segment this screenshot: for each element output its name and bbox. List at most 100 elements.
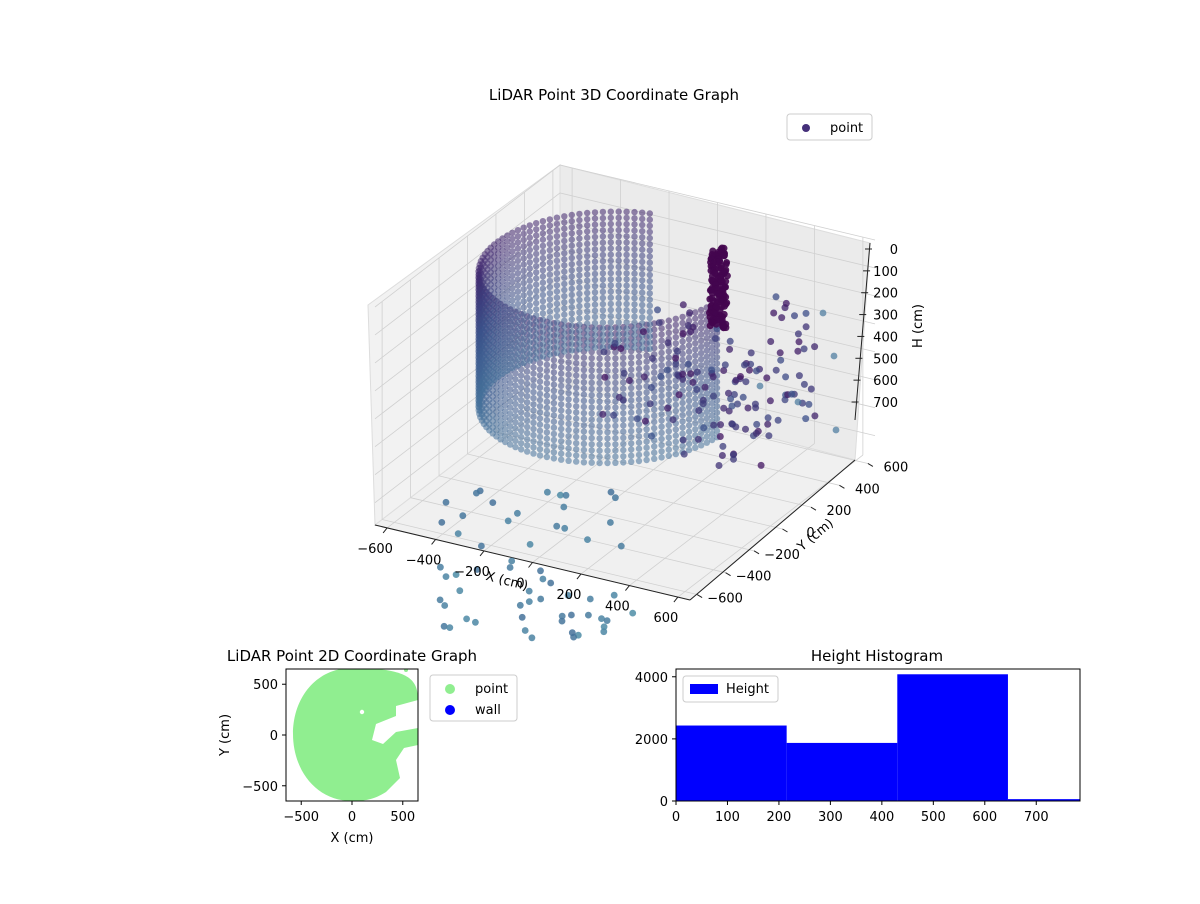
- point-3d: [685, 416, 693, 423]
- point-3d: [561, 250, 568, 257]
- point-3d: [564, 592, 572, 599]
- point-3d: [607, 325, 614, 332]
- point-3d: [631, 264, 638, 271]
- point-3d: [543, 423, 551, 430]
- point-3d: [591, 307, 599, 314]
- point-3d: [507, 441, 514, 448]
- point-3d: [639, 258, 646, 266]
- point-3d: [591, 289, 599, 296]
- point-3d: [546, 345, 553, 352]
- point-3d: [612, 373, 619, 380]
- point-3d: [639, 301, 646, 309]
- point-3d: [514, 331, 522, 338]
- point-3d: [539, 248, 547, 256]
- point-3d: [701, 383, 709, 391]
- point-3d: [584, 295, 591, 303]
- point-3d: [558, 376, 565, 383]
- point-3d: [539, 230, 547, 237]
- x-tick-label-histogram: 100: [715, 810, 740, 825]
- point-3d: [533, 238, 540, 245]
- legend-2d: point wall: [429, 674, 518, 722]
- point-3d: [692, 346, 699, 353]
- point-3d: [530, 364, 537, 371]
- point-3d: [665, 348, 672, 355]
- point-3d: [588, 398, 595, 405]
- point-3d: [620, 379, 627, 386]
- point-3d: [504, 269, 511, 276]
- point-3d: [646, 247, 653, 254]
- point-3d: [596, 435, 603, 442]
- point-3d: [720, 404, 728, 412]
- point-3d: [692, 419, 699, 427]
- point-3d: [561, 299, 568, 306]
- point-3d: [679, 350, 686, 357]
- point-3d: [623, 227, 630, 234]
- point-3d: [568, 611, 575, 619]
- point-3d: [561, 262, 568, 269]
- point-3d: [685, 446, 693, 454]
- point-3d: [580, 446, 588, 454]
- point-3d: [620, 360, 627, 368]
- point-3d: [708, 366, 716, 374]
- point-3d: [646, 314, 653, 322]
- point-3d: [647, 384, 655, 391]
- point-3d: [617, 542, 625, 550]
- point-3d: [607, 220, 614, 228]
- point-3d: [436, 596, 444, 604]
- point-3d: [539, 261, 547, 268]
- point-3d: [604, 447, 611, 454]
- point-3d: [698, 356, 705, 363]
- point-3d: [568, 236, 575, 243]
- point-3d: [539, 254, 547, 262]
- point-3d: [526, 289, 533, 297]
- point-3d: [524, 442, 531, 449]
- point-3d: [658, 343, 665, 350]
- point-3d: [514, 294, 522, 301]
- point-3d: [520, 353, 527, 360]
- histogram-bar: [676, 725, 787, 801]
- point-3d: [679, 399, 686, 407]
- point-3d: [504, 324, 511, 331]
- point-3d: [446, 624, 454, 631]
- point-3d: [573, 390, 580, 398]
- point-3d: [604, 459, 611, 467]
- point-3d: [596, 453, 603, 460]
- point-3d: [553, 263, 561, 271]
- point-3d: [635, 451, 643, 459]
- point-3d: [520, 255, 527, 262]
- point-3d: [665, 434, 672, 441]
- point-3d: [658, 435, 665, 443]
- point-3d: [651, 455, 658, 462]
- point-3d: [628, 427, 635, 435]
- point-3d: [623, 337, 630, 345]
- point-3d: [607, 282, 614, 289]
- point-3d: [794, 347, 802, 355]
- point-3d: [441, 602, 449, 609]
- point-3d: [509, 266, 516, 273]
- point-3d: [561, 329, 568, 337]
- point-3d: [576, 235, 583, 242]
- point-3d: [526, 246, 533, 254]
- point-3d: [628, 440, 635, 447]
- point-3d: [539, 322, 547, 329]
- point-3d: [698, 343, 705, 351]
- point-3d: [520, 322, 527, 330]
- point-3d: [550, 406, 558, 413]
- point-3d: [568, 285, 575, 292]
- point-3d: [628, 354, 635, 361]
- point-3d: [580, 434, 588, 441]
- point-3d: [520, 224, 527, 231]
- point-3d: [568, 297, 575, 305]
- point-3d: [721, 361, 729, 369]
- point-3d: [625, 377, 633, 384]
- point-3d: [499, 358, 506, 365]
- point-3d: [615, 269, 622, 277]
- point-3d: [591, 338, 599, 345]
- point-3d: [553, 312, 561, 320]
- point-3d: [504, 361, 511, 368]
- point-3d: [654, 306, 661, 314]
- point-3d: [692, 315, 699, 322]
- point-3d: [533, 299, 540, 307]
- point-3d: [509, 272, 516, 280]
- point-3d: [623, 220, 630, 228]
